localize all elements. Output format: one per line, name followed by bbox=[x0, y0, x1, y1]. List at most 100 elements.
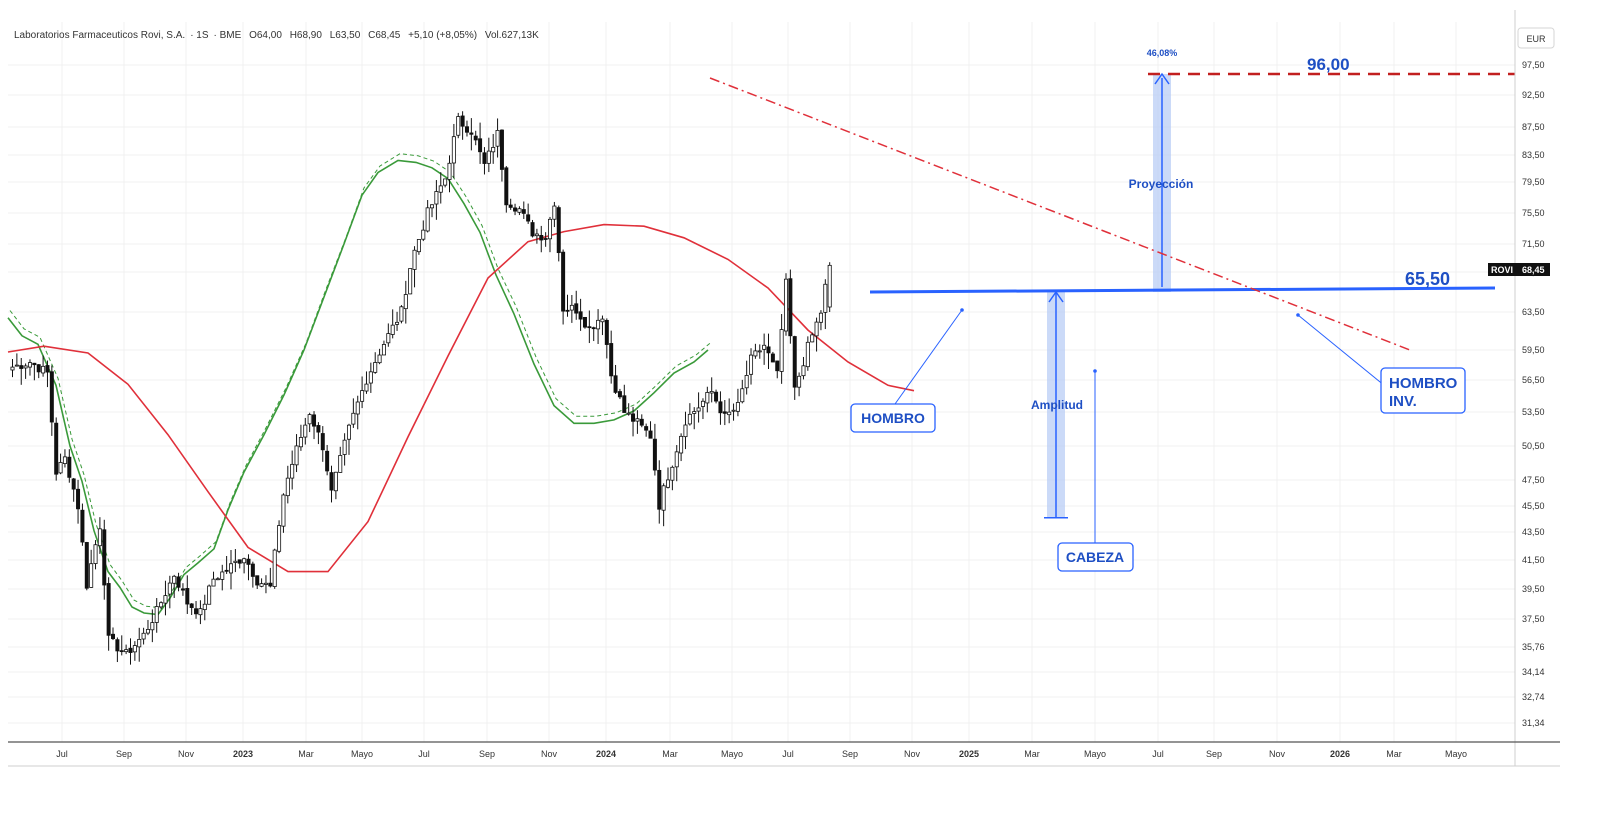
candle-body bbox=[430, 204, 435, 209]
sma-red bbox=[7, 223, 915, 573]
candle-body bbox=[97, 528, 102, 547]
x-tick-label: 2023 bbox=[233, 749, 253, 759]
candle-body bbox=[552, 205, 557, 220]
candle-body bbox=[499, 129, 504, 170]
candle-body bbox=[718, 401, 723, 414]
symbol-header: Laboratorios Farmaceuticos Rovi, S.A. · 1… bbox=[14, 30, 539, 41]
candle-body bbox=[709, 391, 714, 394]
candle-body bbox=[740, 388, 745, 403]
candle-body bbox=[757, 350, 762, 353]
candle-body bbox=[355, 401, 360, 415]
candle-body bbox=[115, 639, 120, 652]
candle-body bbox=[285, 477, 290, 497]
candle-body bbox=[93, 544, 98, 564]
moving-averages bbox=[7, 153, 915, 616]
shoulder-callout-box bbox=[850, 403, 936, 433]
neckline bbox=[869, 286, 1496, 294]
candle-body bbox=[141, 632, 146, 640]
candle-body bbox=[692, 411, 697, 414]
candle-body bbox=[381, 344, 386, 356]
candle-body bbox=[298, 437, 303, 448]
candle-body bbox=[49, 371, 54, 423]
candle-body bbox=[259, 583, 264, 587]
x-tick-label: Sep bbox=[116, 749, 132, 759]
candle-body bbox=[172, 575, 177, 584]
candle-body bbox=[526, 214, 531, 222]
candle-body bbox=[666, 479, 671, 488]
candle-body bbox=[613, 375, 618, 393]
target-price-label: 96,00 bbox=[1307, 55, 1350, 74]
candle-body bbox=[290, 463, 295, 479]
y-tick-label: 53,50 bbox=[1522, 407, 1545, 417]
candle-body bbox=[762, 344, 767, 350]
ohlc-high: H68,90 bbox=[289, 30, 322, 41]
y-tick-label: 47,50 bbox=[1522, 475, 1545, 485]
y-tick-label: 50,50 bbox=[1522, 441, 1545, 451]
candle-body bbox=[19, 365, 24, 369]
candle-body bbox=[89, 563, 94, 588]
y-tick-label: 56,50 bbox=[1522, 375, 1545, 385]
candle-body bbox=[823, 283, 828, 313]
candle-body bbox=[386, 333, 391, 344]
candle-body bbox=[54, 422, 59, 475]
x-tick-label: Nov bbox=[178, 749, 195, 759]
x-tick-label: Sep bbox=[1206, 749, 1222, 759]
candle-body bbox=[714, 391, 719, 402]
candle-body bbox=[185, 588, 190, 605]
candle-body bbox=[464, 126, 469, 133]
head-label: CABEZA bbox=[1066, 549, 1124, 565]
candle-body bbox=[744, 375, 749, 389]
candle-body bbox=[403, 294, 408, 310]
candle-body bbox=[495, 129, 500, 147]
shoulder-leader bbox=[894, 309, 963, 405]
x-tick-label: Jul bbox=[56, 749, 68, 759]
y-tick-label: 59,50 bbox=[1522, 345, 1545, 355]
currency-box bbox=[1517, 27, 1555, 49]
timeframe: 1S bbox=[196, 30, 209, 41]
candle-body bbox=[303, 424, 308, 438]
candle-body bbox=[631, 413, 636, 422]
candle-body bbox=[652, 438, 657, 471]
candle-body bbox=[521, 209, 526, 214]
candle-body bbox=[41, 365, 46, 374]
candle-body bbox=[268, 582, 273, 587]
candle-body bbox=[683, 424, 688, 438]
candle-body bbox=[84, 542, 89, 589]
shoulder-dot bbox=[960, 308, 964, 312]
y-tick-label: 79,50 bbox=[1522, 177, 1545, 187]
downtrend-line bbox=[709, 77, 1411, 351]
candle-body bbox=[770, 353, 775, 363]
candle-body bbox=[364, 383, 369, 392]
candle-body bbox=[788, 278, 793, 337]
candle-body bbox=[263, 582, 268, 585]
y-tick-label: 39,50 bbox=[1522, 584, 1545, 594]
y-tick-label: 75,50 bbox=[1522, 208, 1545, 218]
x-tick-label: 2026 bbox=[1330, 749, 1350, 759]
candle-body bbox=[408, 268, 413, 295]
candle-body bbox=[578, 311, 583, 320]
ohlc-low: L63,50 bbox=[329, 30, 361, 41]
candle-body bbox=[513, 207, 518, 212]
candle-body bbox=[779, 329, 784, 372]
candle-body bbox=[548, 218, 553, 240]
sma-green-dashed bbox=[9, 153, 711, 609]
x-tick-label: 2024 bbox=[596, 749, 616, 759]
candle-body bbox=[438, 185, 443, 193]
candle-body bbox=[534, 233, 539, 237]
candle-body bbox=[604, 319, 609, 345]
candle-body bbox=[351, 412, 356, 425]
candle-body bbox=[373, 362, 378, 373]
candle-body bbox=[246, 558, 251, 565]
candle-body bbox=[23, 365, 28, 369]
candle-body bbox=[250, 563, 255, 577]
candle-body bbox=[242, 558, 247, 564]
candle-body bbox=[705, 392, 710, 404]
x-tick-label: Mayo bbox=[1445, 749, 1467, 759]
candle-body bbox=[451, 136, 456, 164]
candle-body bbox=[530, 222, 535, 237]
candle-body bbox=[766, 346, 771, 354]
candle-body bbox=[58, 462, 63, 474]
candle-body bbox=[434, 191, 439, 205]
candle-body bbox=[255, 575, 260, 586]
